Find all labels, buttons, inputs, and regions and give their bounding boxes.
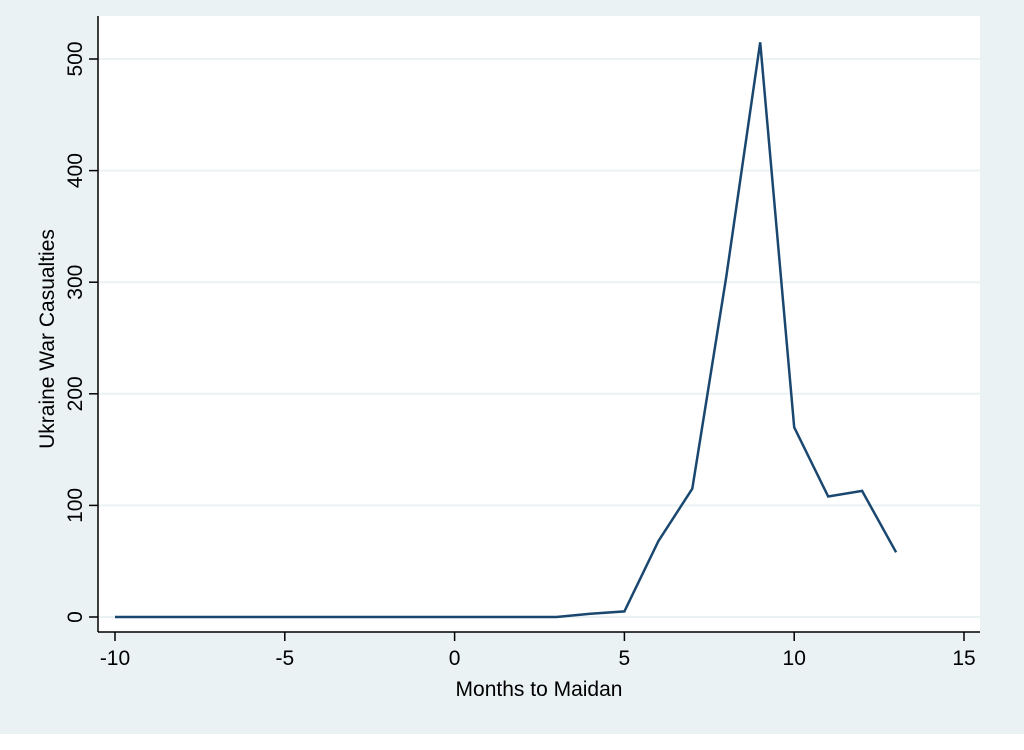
y-tick-label: 100: [64, 488, 87, 523]
y-tick-label: 400: [64, 153, 87, 188]
x-tick-label: 10: [783, 647, 806, 670]
y-tick-label: 200: [64, 376, 87, 411]
plot-area: [98, 16, 980, 632]
x-tick-label: 15: [952, 647, 975, 670]
x-tick-label: -10: [100, 647, 130, 670]
y-tick-label: 0: [64, 611, 87, 623]
x-tick-label: -5: [275, 647, 294, 670]
y-tick-label: 300: [64, 265, 87, 300]
series-group: [115, 42, 898, 619]
y-tick-label: 500: [64, 41, 87, 76]
chart-svg: 0 100 200 300 400 500 -10 -5 0 5 10 15 Months to Ma…: [36, 16, 980, 701]
x-axis-title: Months to Maidan: [456, 678, 623, 701]
axes: 0 100 200 300 400 500 -10 -5 0 5 10 15: [64, 16, 980, 670]
x-tick-label: 0: [449, 647, 461, 670]
series-line: [115, 42, 898, 619]
x-tick-label: 5: [619, 647, 631, 670]
y-axis-title: Ukraine War Casualties: [36, 229, 59, 449]
